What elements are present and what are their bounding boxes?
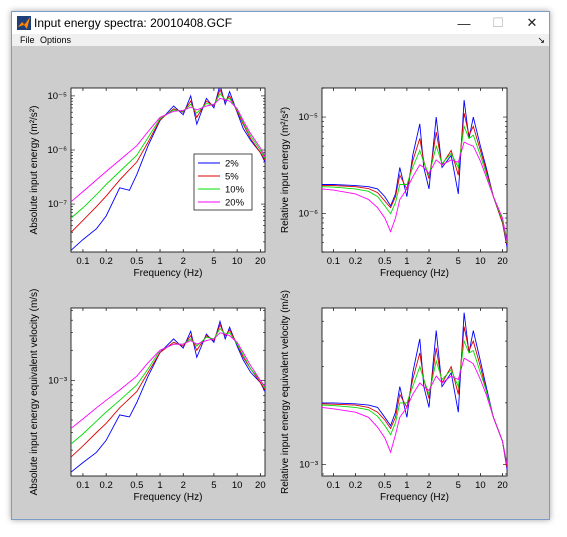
- plot-area: [321, 87, 508, 253]
- plot-area: [70, 307, 266, 477]
- x-tick-label: 2: [181, 480, 186, 491]
- y-axis-label: Absolute input energy (m²/s²): [29, 106, 40, 235]
- legend: 2% 5% 10% 20%: [193, 153, 253, 211]
- title-bar[interactable]: Input energy spectra: 20010408.GCF — ☐ ✕: [12, 12, 549, 34]
- x-tick-label: 10: [475, 480, 486, 491]
- chart-3: 0.1 0.2 0.5 1 2 5 10 20 10⁻³ Frequency (Hz) Absolu…: [29, 289, 266, 503]
- x-tick-label: 0.1: [76, 480, 89, 491]
- x-tick-label: 5: [211, 480, 216, 491]
- series-line-10pct: [322, 124, 507, 243]
- chart-2: 0.1 0.2 0.5 1 2 5 10 20 10⁻⁶ 10⁻⁵ Frequency (Hz) Re…: [280, 87, 508, 279]
- x-tick-label: 0.1: [327, 256, 340, 267]
- legend-label: 5%: [225, 172, 239, 183]
- x-tick-label: 10: [475, 256, 486, 267]
- series-line-2pct: [322, 100, 507, 248]
- series-line-20pct: [322, 357, 507, 465]
- legend-label: 10%: [225, 185, 245, 196]
- window-title: Input energy spectra: 20010408.GCF: [34, 16, 233, 30]
- x-tick-label: 0.2: [100, 256, 113, 267]
- x-tick-label: 1: [157, 256, 162, 267]
- chart-4: 0.1 0.2 0.5 1 2 5 10 20 10⁻³ Frequency (Hz) Relati…: [280, 290, 508, 503]
- x-tick-label: 0.2: [100, 480, 113, 491]
- x-tick-label: 0.5: [378, 480, 391, 491]
- y-tick-label: 10⁻³: [48, 375, 67, 386]
- y-axis-label: Relative input energy equivalent velocit…: [280, 290, 291, 494]
- x-tick-label: 20: [497, 480, 508, 491]
- x-tick-label: 1: [404, 256, 409, 267]
- x-tick-label: 5: [211, 256, 216, 267]
- x-tick-label: 10: [232, 256, 243, 267]
- y-tick-label: 10⁻⁵: [298, 112, 318, 123]
- series-line-20pct: [71, 97, 265, 203]
- y-axis-label: Relative input energy (m²/s²): [280, 107, 291, 233]
- series-line-2pct: [322, 312, 507, 470]
- x-tick-label: 2: [426, 480, 431, 491]
- x-tick-label: 0.5: [130, 480, 143, 491]
- menu-file[interactable]: File: [20, 35, 35, 45]
- series-line-2pct: [71, 319, 265, 473]
- legend-label: 2%: [225, 159, 239, 170]
- x-tick-label: 0.2: [349, 480, 362, 491]
- y-tick-label: 10⁻⁶: [48, 145, 68, 156]
- x-axis-label: Frequency (Hz): [134, 492, 203, 503]
- x-tick-label: 2: [181, 256, 186, 267]
- x-tick-label: 0.5: [378, 256, 391, 267]
- matlab-icon: [17, 16, 31, 30]
- x-axis-label: Frequency (Hz): [380, 268, 449, 279]
- x-tick-label: 0.5: [130, 256, 143, 267]
- series-line-10pct: [322, 339, 507, 465]
- chart-1: 0.1 0.2 0.5 1 2 5 10 20 10⁻⁷ 10⁻⁶ 10⁻⁵ Frequency (H…: [29, 87, 266, 279]
- x-tick-label: 5: [456, 480, 461, 491]
- x-tick-label: 10: [232, 480, 243, 491]
- plots-svg: 0.1 0.2 0.5 1 2 5 10 20 10⁻⁷ 10⁻⁶ 10⁻⁵ Frequency (H…: [29, 87, 508, 503]
- figure-canvas: 0.1 0.2 0.5 1 2 5 10 20 10⁻⁷ 10⁻⁶ 10⁻⁵ Frequency (H…: [12, 46, 549, 519]
- x-tick-label: 0.1: [327, 480, 340, 491]
- dock-arrow-icon[interactable]: ↘: [537, 35, 545, 45]
- x-tick-label: 2: [426, 256, 431, 267]
- x-tick-label: 20: [497, 256, 508, 267]
- y-tick-label: 10⁻⁵: [47, 91, 67, 102]
- x-axis-label: Frequency (Hz): [380, 492, 449, 503]
- x-tick-label: 0.2: [349, 256, 362, 267]
- series-line-20pct: [322, 141, 507, 242]
- series-line-2pct: [71, 88, 265, 251]
- x-tick-label: 1: [404, 480, 409, 491]
- y-tick-label: 10⁻⁷: [48, 199, 68, 210]
- legend-label: 20%: [225, 198, 245, 209]
- x-tick-label: 20: [255, 480, 266, 491]
- x-tick-label: 1: [157, 480, 162, 491]
- maximize-button[interactable]: ☐: [492, 15, 504, 30]
- menu-bar: File Options ↘: [12, 34, 549, 46]
- x-tick-label: 0.1: [76, 256, 89, 267]
- figure-window: Input energy spectra: 20010408.GCF — ☐ ✕…: [11, 11, 550, 520]
- minimize-button[interactable]: —: [457, 15, 471, 31]
- x-tick-label: 20: [255, 256, 266, 267]
- menu-options[interactable]: Options: [40, 35, 72, 45]
- x-tick-label: 5: [456, 256, 461, 267]
- close-button[interactable]: ✕: [526, 15, 538, 30]
- y-axis-label: Absolute input energy equivalent velocit…: [29, 289, 40, 496]
- y-tick-label: 10⁻⁶: [299, 209, 319, 220]
- x-axis-label: Frequency (Hz): [134, 268, 203, 279]
- series-line-20pct: [71, 332, 265, 429]
- y-tick-label: 10⁻³: [299, 460, 318, 471]
